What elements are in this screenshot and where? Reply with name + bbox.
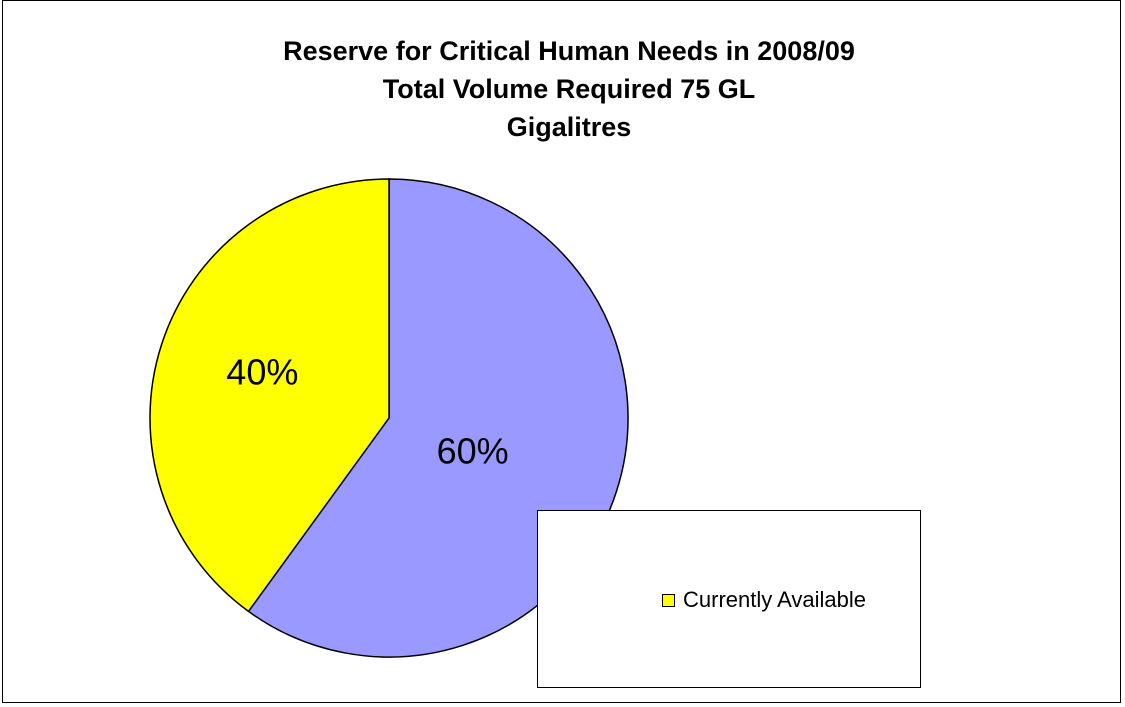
chart-title: Reserve for Critical Human Needs in 2008… xyxy=(0,32,1125,146)
slice-label-40: 40% xyxy=(226,351,298,392)
chart-title-line-2: Total Volume Required 75 GL xyxy=(382,74,756,104)
legend: Currently Available xyxy=(537,510,921,688)
slice-label-60: 60% xyxy=(437,430,509,471)
legend-label: Currently Available xyxy=(683,587,867,612)
chart-title-line-1: Reserve for Critical Human Needs in 2008… xyxy=(283,36,855,66)
chart-title-line-3: Gigalitres xyxy=(506,112,632,142)
pie-slice-60 xyxy=(247,178,629,658)
pie-slice-40 xyxy=(149,178,390,613)
legend-swatch xyxy=(662,593,675,607)
legend-entry-currently-available: Currently Available xyxy=(662,587,866,613)
